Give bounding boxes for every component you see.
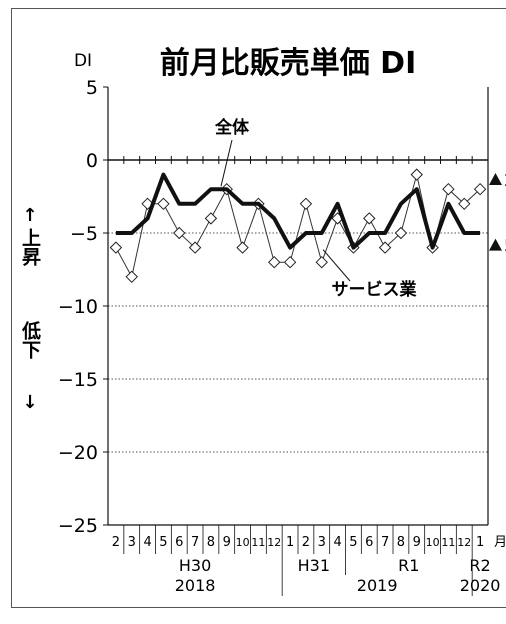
side-label-up: 上昇 [19, 228, 41, 267]
right-markers: 25 [489, 171, 506, 257]
era-label: H31 [298, 556, 330, 575]
down-arrow: ↓ [22, 392, 37, 413]
x-tick-label: 5 [159, 535, 167, 550]
era-label: H30 [179, 556, 211, 575]
chart-frame [11, 8, 506, 608]
service-point [236, 241, 249, 254]
service-point [458, 197, 471, 211]
service-point [299, 197, 313, 211]
x-tick-label: 6 [175, 535, 183, 550]
service-point [394, 226, 408, 240]
x-tick-label: 9 [223, 535, 231, 550]
service-point [173, 226, 186, 240]
x-tick-label: 2 [112, 535, 120, 550]
service-point [315, 255, 328, 269]
x-tick-label: 11 [441, 536, 455, 549]
y-tick-label: 5 [86, 77, 98, 99]
x-tick-label: 7 [191, 535, 199, 550]
year-label: 2018 [175, 576, 216, 595]
service-point [410, 168, 423, 181]
x-tick-label: 5 [349, 535, 357, 550]
x-tick-label: 8 [397, 535, 405, 550]
x-tick-label: 8 [207, 535, 215, 550]
service-point [157, 197, 170, 211]
x-tick-label: 11 [251, 536, 265, 549]
year-label: 2020 [460, 576, 501, 595]
x-tick-label: 1 [286, 535, 294, 550]
x-tick-label: 9 [413, 535, 421, 550]
leader-service [322, 249, 351, 282]
x-tick-label: 1 [476, 535, 484, 550]
service-point [204, 212, 218, 225]
y-tick-label: −10 [58, 296, 98, 318]
x-tick-label: 7 [381, 535, 389, 550]
y-tick-label: 0 [86, 150, 98, 172]
x-tick-label: 3 [318, 535, 326, 550]
service-point [363, 212, 376, 225]
service-point [109, 241, 123, 254]
marker-triangle [489, 238, 502, 251]
series-lines [109, 168, 487, 284]
marker-triangle [489, 172, 502, 185]
chart-title: 前月比販売単価 DI [160, 46, 417, 81]
x-tick-label: 3 [128, 535, 136, 550]
era-label: R2 [469, 556, 490, 575]
marker-label: 5 [504, 237, 506, 257]
x-tick-label: 12 [457, 536, 471, 549]
era-label: R1 [398, 556, 419, 575]
month-unit-label: 月 [494, 535, 506, 550]
year-label: 2019 [357, 576, 398, 595]
x-tick-label: 2 [302, 535, 310, 550]
x-tick-label: 10 [236, 536, 250, 549]
series-label-overall: 全体 [214, 117, 250, 138]
y-tick-label: −15 [58, 369, 98, 391]
x-tick-label: 4 [333, 535, 341, 550]
x-tick-label: 4 [143, 535, 151, 550]
service-point [473, 182, 487, 196]
leader-overall [220, 139, 233, 187]
service-point [268, 255, 281, 269]
series-label-service: サービス業 [332, 279, 417, 300]
up-arrow: ↑ [22, 205, 37, 226]
x-tick-labels: 2 3 4 5 6 7 8 9 10 11 12 1 2 3 4 5 6 7 8 9 10 11 12 1 月 [112, 525, 506, 554]
series-line-overall [115, 172, 481, 250]
service-point [125, 270, 138, 284]
y-tick-label: −25 [58, 515, 98, 537]
marker-label: 2 [504, 171, 506, 191]
service-point [283, 255, 297, 269]
service-point [378, 241, 392, 254]
side-label-down: 低下 [19, 320, 42, 360]
x-tick-label: 6 [365, 535, 373, 550]
x-tick-label: 12 [267, 536, 281, 549]
y-tick-label: −5 [70, 223, 98, 245]
service-point [442, 182, 455, 196]
series-line-service [115, 174, 481, 279]
x-tick-label: 10 [426, 536, 440, 549]
service-point [188, 241, 202, 254]
y-tick-label: −20 [58, 442, 98, 464]
y-tick-labels: 5 0 −5 −10 −15 −20 −25 [58, 77, 98, 537]
y-axis-label: DI [74, 51, 92, 71]
